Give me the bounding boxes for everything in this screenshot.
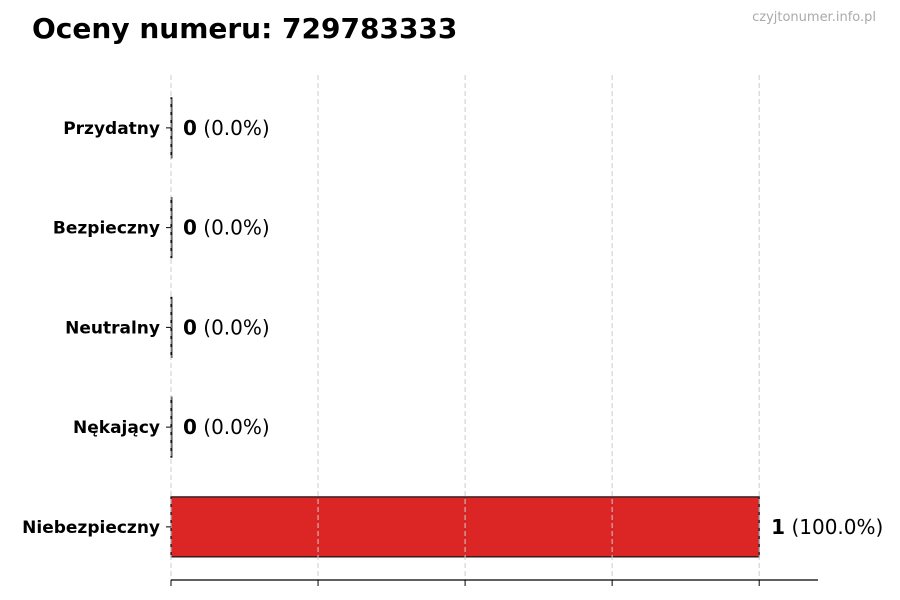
data-label-percent: (0.0%) — [197, 315, 270, 339]
data-label-value: 0 — [183, 216, 197, 240]
data-label-percent: (100.0%) — [785, 515, 883, 539]
data-label-value: 0 — [183, 415, 197, 439]
watermark: czyjtonumer.info.pl — [752, 10, 876, 25]
data-label: 1 (100.0%) — [771, 515, 883, 539]
data-label: 0 (0.0%) — [183, 216, 270, 240]
category-label: Neutralny — [65, 318, 160, 338]
chart-title: Oceny numeru: 729783333 — [32, 12, 458, 45]
data-label: 0 (0.0%) — [183, 315, 270, 339]
data-label-value: 0 — [183, 116, 197, 140]
data-label-value: 1 — [771, 515, 785, 539]
data-label-percent: (0.0%) — [197, 415, 270, 439]
data-label-percent: (0.0%) — [197, 216, 270, 240]
category-label: Przydatny — [63, 119, 160, 139]
category-label: Niebezpieczny — [22, 518, 160, 538]
data-label-percent: (0.0%) — [197, 116, 270, 140]
category-label: Nękający — [73, 418, 160, 438]
data-label-value: 0 — [183, 315, 197, 339]
data-label: 0 (0.0%) — [183, 116, 270, 140]
data-label: 0 (0.0%) — [183, 415, 270, 439]
category-label: Bezpieczny — [53, 219, 160, 239]
